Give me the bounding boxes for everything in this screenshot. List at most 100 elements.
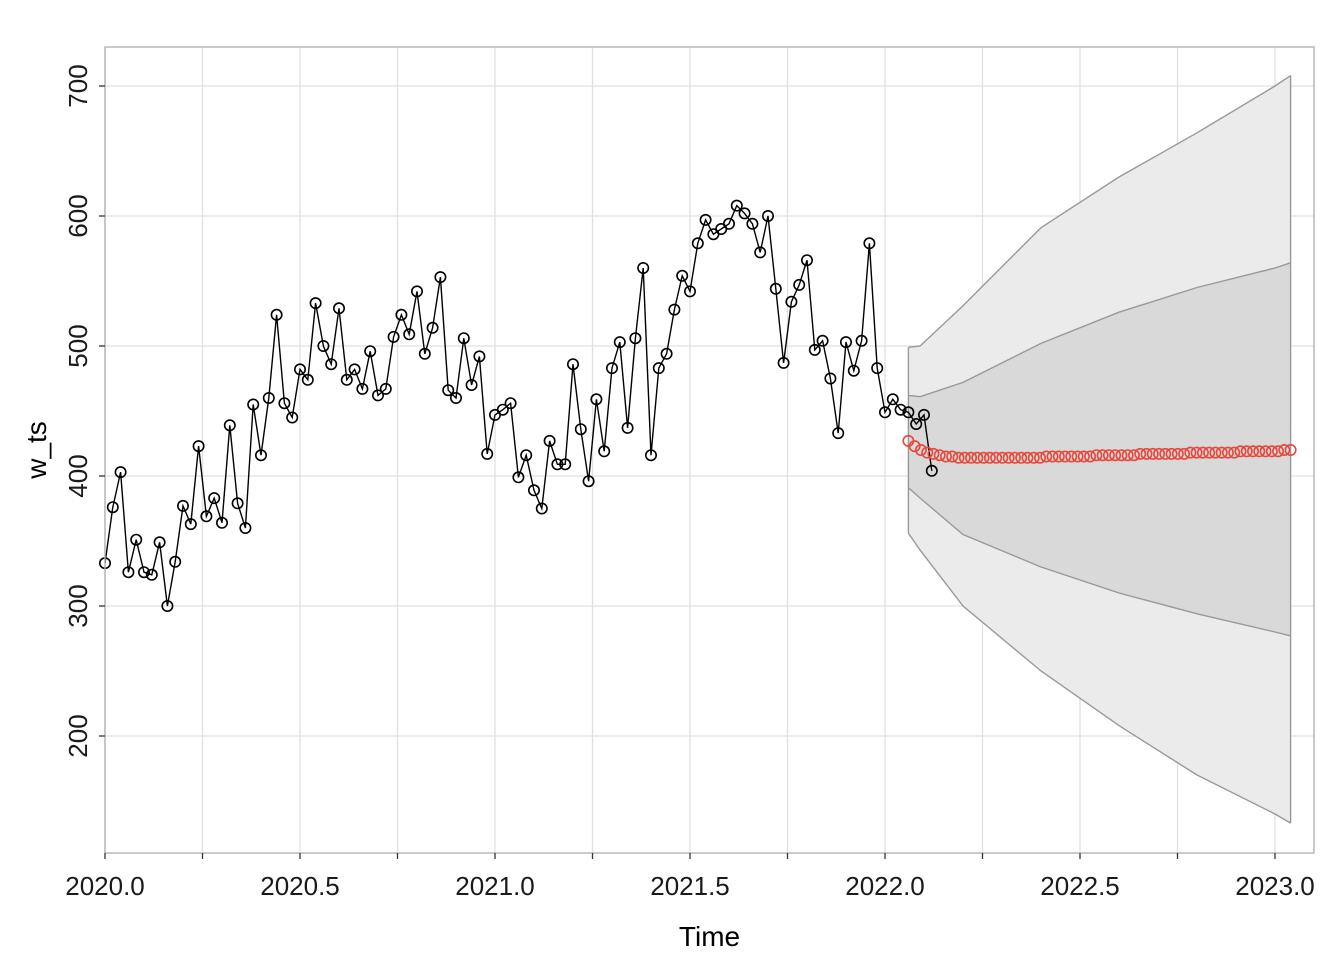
observed-point xyxy=(122,566,135,579)
forecast-point xyxy=(1153,447,1166,460)
observed-point xyxy=(902,406,915,419)
forecast-point xyxy=(1284,443,1297,456)
band-80 xyxy=(908,262,1291,636)
observed-point xyxy=(449,391,462,404)
forecast-point xyxy=(1265,445,1278,458)
observed-point xyxy=(847,364,860,377)
forecast-point xyxy=(939,450,952,463)
observed-point xyxy=(278,397,291,410)
observed-point xyxy=(777,356,790,369)
observed-point xyxy=(325,358,338,371)
y-tick-label: 400 xyxy=(63,454,93,497)
observed-point xyxy=(871,362,884,375)
forecast-point xyxy=(1221,446,1234,459)
observed-point xyxy=(738,207,751,220)
y-tick-label: 500 xyxy=(63,324,93,367)
forecast-point xyxy=(1059,450,1072,463)
observed-point xyxy=(293,363,306,376)
observed-point xyxy=(504,397,517,410)
observed-point xyxy=(496,403,509,416)
x-tick-label: 2022.0 xyxy=(845,871,925,901)
observed-point xyxy=(465,378,478,391)
observed-point xyxy=(816,334,829,347)
observed-point xyxy=(886,393,899,406)
forecast-point xyxy=(1203,446,1216,459)
x-tick-label: 2020.0 xyxy=(65,871,145,901)
forecast-point xyxy=(1096,449,1109,462)
forecast-point xyxy=(1121,449,1134,462)
observed-point xyxy=(613,336,626,349)
forecast-point xyxy=(996,451,1009,464)
forecast-point xyxy=(958,451,971,464)
observed-point xyxy=(177,499,190,512)
observed-point xyxy=(769,282,782,295)
x-axis-title: Time xyxy=(679,921,740,952)
observed-point xyxy=(910,417,923,430)
forecast-point xyxy=(1146,447,1159,460)
forecast-point xyxy=(1046,450,1059,463)
band-95-upper-edge xyxy=(908,75,1291,348)
observed-point xyxy=(824,372,837,385)
forecast-point xyxy=(1171,447,1184,460)
forecast-point xyxy=(1052,450,1065,463)
observed-point xyxy=(785,295,798,308)
observed-point xyxy=(169,555,182,568)
observed-point xyxy=(418,347,431,360)
plot-panel-border xyxy=(104,46,1315,854)
band-95-lower-edge xyxy=(907,532,1291,824)
forecast-point xyxy=(1140,447,1153,460)
forecast-point xyxy=(1127,449,1140,462)
forecast-point xyxy=(927,447,940,460)
observed-point xyxy=(839,336,852,349)
forecast-point xyxy=(1196,446,1209,459)
observed-point xyxy=(722,217,735,230)
x-tick-label: 2023.0 xyxy=(1235,871,1315,901)
observed-point xyxy=(605,362,618,375)
forecast-point xyxy=(1102,449,1115,462)
forecast-point xyxy=(908,440,921,453)
forecast-point xyxy=(1002,451,1015,464)
band-80-upper-edge xyxy=(908,262,1291,398)
forecast-point xyxy=(983,451,996,464)
observed-point xyxy=(208,492,221,505)
y-tick-label: 600 xyxy=(63,194,93,237)
y-tick-label: 200 xyxy=(63,714,93,757)
observed-point xyxy=(153,536,166,549)
observed-point xyxy=(582,475,595,488)
observed-point xyxy=(668,303,681,316)
observed-point xyxy=(223,419,236,432)
observed-point xyxy=(574,423,587,436)
forecast-point xyxy=(1215,446,1228,459)
observed-point xyxy=(340,373,353,386)
observed-point xyxy=(621,421,634,434)
forecast-point xyxy=(1090,449,1103,462)
observed-point xyxy=(793,278,806,291)
forecast-point xyxy=(1134,447,1147,460)
forecast-point xyxy=(1209,446,1222,459)
observed-point xyxy=(130,533,143,546)
forecast-point xyxy=(1272,445,1285,458)
observed-point xyxy=(894,403,907,416)
forecast-point xyxy=(1084,450,1097,463)
x-tick-label: 2021.5 xyxy=(650,871,730,901)
observed-point xyxy=(138,566,151,579)
forecast-point xyxy=(1040,450,1053,463)
observed-point xyxy=(481,447,494,460)
forecast-point xyxy=(1253,445,1266,458)
axes: 2020.0 2020.5 2021.0 2021.5 2022.0 2022.5 2023… xyxy=(63,64,1315,901)
forecast-point xyxy=(1021,451,1034,464)
observed-point xyxy=(387,330,400,343)
observed-point xyxy=(442,384,455,397)
observed-point xyxy=(192,440,205,453)
observed-point xyxy=(644,449,657,462)
observed-point xyxy=(317,339,330,352)
observed-point xyxy=(527,484,540,497)
forecast-point xyxy=(1015,451,1028,464)
observed-point xyxy=(832,427,845,440)
observed-point xyxy=(925,464,938,477)
observed-point xyxy=(730,199,743,212)
observed-point xyxy=(434,271,447,284)
observed-point xyxy=(348,363,361,376)
observed-point xyxy=(262,391,275,404)
observed-point xyxy=(543,434,556,447)
